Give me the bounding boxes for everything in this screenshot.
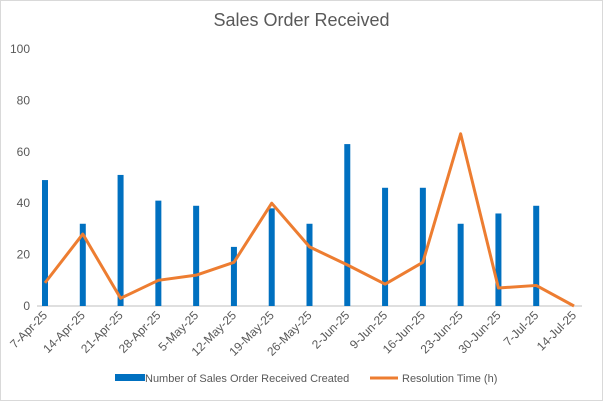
bar: [79, 223, 86, 306]
bar: [230, 246, 237, 306]
bar: [495, 213, 502, 306]
bar: [344, 144, 351, 306]
y-tick-label: 20: [17, 248, 31, 262]
y-tick-label: 40: [17, 196, 31, 210]
bar: [457, 223, 464, 306]
bar: [155, 200, 162, 306]
legend-label-line: Resolution Time (h): [402, 373, 497, 385]
legend-swatch-bars: [115, 374, 145, 381]
y-tick-label: 100: [10, 42, 30, 56]
y-tick-label: 0: [23, 299, 30, 313]
x-axis-ticks: 7-Apr-2514-Apr-2521-Apr-2528-Apr-255-May…: [7, 308, 579, 359]
x-tick-label: 28-Apr-25: [116, 308, 164, 356]
legend: Number of Sales Order Received Created R…: [115, 373, 497, 385]
chart-title: Sales Order Received: [213, 10, 390, 30]
y-axis-ticks: 0 20 40 60 80 100: [10, 42, 30, 313]
bar: [306, 223, 313, 306]
bar: [117, 174, 124, 306]
line-series-resolution-time: [43, 132, 575, 308]
bar: [533, 205, 540, 306]
bar-series: [42, 144, 540, 306]
bar: [382, 187, 389, 306]
y-tick-label: 60: [17, 145, 31, 159]
bar: [193, 205, 200, 306]
bar: [419, 187, 426, 306]
x-tick-label: 2-Jun-25: [309, 308, 353, 352]
bar: [42, 180, 48, 306]
y-tick-label: 80: [17, 93, 31, 107]
bar: [268, 208, 275, 306]
legend-label-bars: Number of Sales Order Received Created: [145, 373, 349, 385]
x-tick-label: 14-Jul-25: [534, 308, 580, 354]
